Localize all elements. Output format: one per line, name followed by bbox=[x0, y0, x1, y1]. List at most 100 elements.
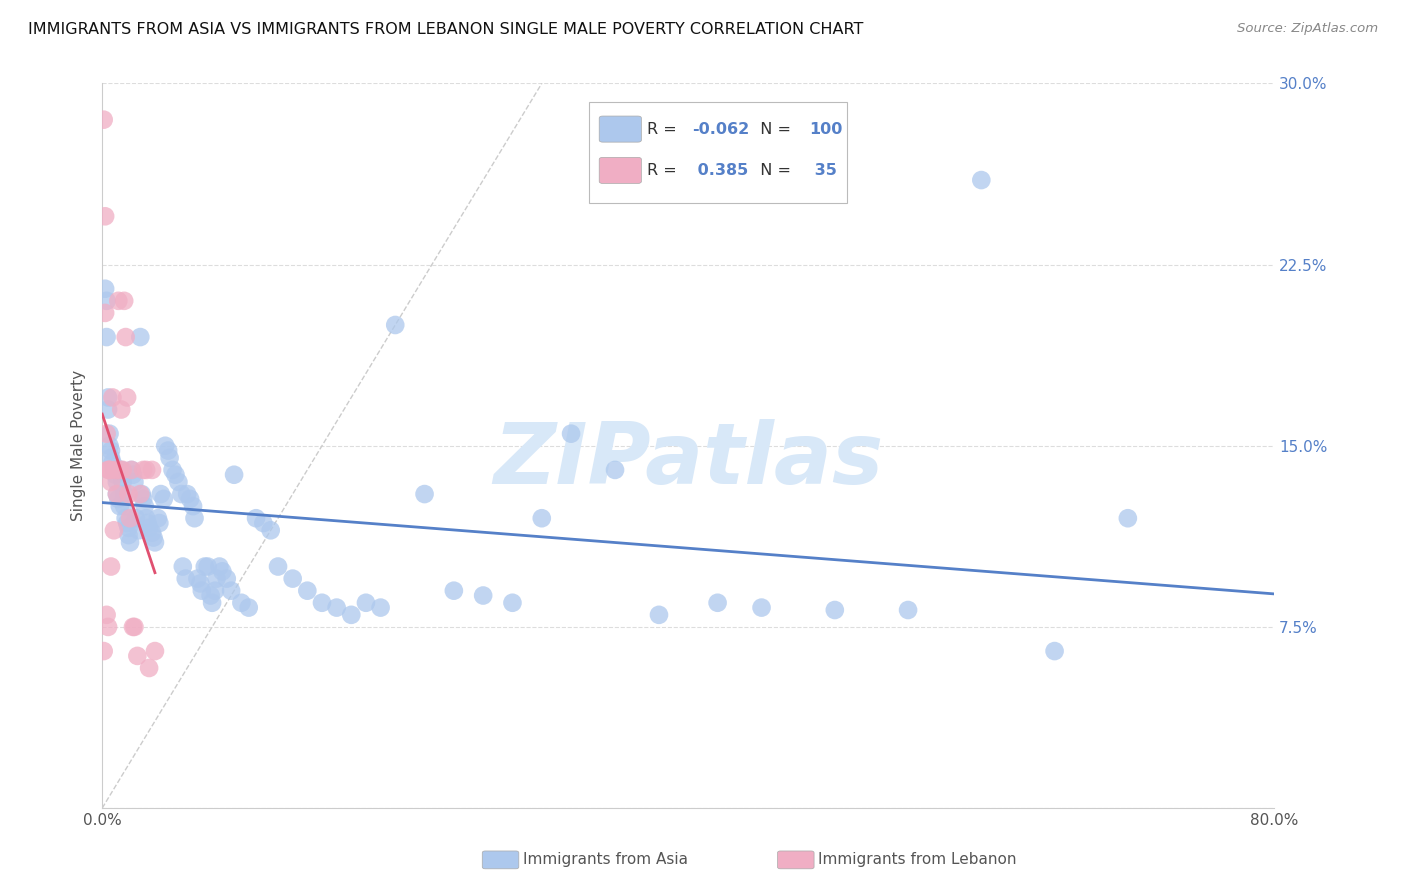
Point bbox=[128, 524, 150, 538]
Point bbox=[105, 487, 128, 501]
Point bbox=[134, 499, 156, 513]
Text: IMMIGRANTS FROM ASIA VS IMMIGRANTS FROM LEBANON SINGLE MALE POVERTY CORRELATION : IMMIGRANTS FROM ASIA VS IMMIGRANTS FROM … bbox=[28, 22, 863, 37]
Point bbox=[105, 487, 128, 501]
Point bbox=[125, 511, 148, 525]
Point bbox=[98, 439, 121, 453]
Point bbox=[105, 475, 128, 489]
Point bbox=[132, 491, 155, 506]
Point bbox=[108, 463, 131, 477]
Point bbox=[824, 603, 846, 617]
Point bbox=[135, 511, 157, 525]
Point bbox=[191, 583, 214, 598]
Point bbox=[370, 600, 392, 615]
Point bbox=[238, 600, 260, 615]
Point bbox=[96, 330, 118, 344]
Point bbox=[219, 583, 242, 598]
Point bbox=[103, 463, 125, 477]
Point bbox=[340, 607, 363, 622]
Point bbox=[108, 499, 131, 513]
Point bbox=[97, 391, 120, 405]
Text: 0.385: 0.385 bbox=[692, 163, 748, 178]
Point bbox=[100, 475, 122, 489]
Point bbox=[101, 391, 124, 405]
Point bbox=[215, 572, 238, 586]
Point bbox=[146, 511, 169, 525]
Point bbox=[96, 293, 118, 308]
Point bbox=[751, 600, 773, 615]
Point bbox=[94, 282, 117, 296]
Point bbox=[110, 463, 132, 477]
Point bbox=[897, 603, 920, 617]
Point bbox=[176, 487, 198, 501]
Point bbox=[112, 487, 135, 501]
Point bbox=[603, 463, 626, 477]
Point bbox=[143, 535, 166, 549]
Point bbox=[93, 644, 115, 658]
Point bbox=[111, 463, 134, 477]
Text: 100: 100 bbox=[808, 121, 842, 136]
Text: Source: ZipAtlas.com: Source: ZipAtlas.com bbox=[1237, 22, 1378, 36]
Point bbox=[117, 528, 139, 542]
Point bbox=[111, 475, 134, 489]
Point bbox=[181, 499, 204, 513]
Point bbox=[170, 487, 193, 501]
Point bbox=[648, 607, 671, 622]
Point bbox=[114, 330, 136, 344]
Point bbox=[208, 559, 231, 574]
Point bbox=[162, 463, 184, 477]
Point bbox=[560, 426, 582, 441]
Text: R =: R = bbox=[647, 121, 682, 136]
Point bbox=[172, 559, 194, 574]
Point bbox=[138, 661, 160, 675]
Point bbox=[443, 583, 465, 598]
Text: 35: 35 bbox=[808, 163, 837, 178]
Point bbox=[222, 467, 245, 482]
Point bbox=[96, 607, 118, 622]
Point bbox=[101, 456, 124, 470]
Point bbox=[118, 511, 141, 525]
Point bbox=[100, 443, 122, 458]
Point bbox=[197, 559, 219, 574]
Point bbox=[413, 487, 436, 501]
Point bbox=[179, 491, 201, 506]
Point bbox=[183, 511, 205, 525]
Point bbox=[706, 596, 728, 610]
Text: ZIPatlas: ZIPatlas bbox=[494, 418, 883, 502]
Point bbox=[112, 499, 135, 513]
Point bbox=[118, 535, 141, 549]
Point bbox=[970, 173, 993, 187]
Point bbox=[530, 511, 553, 525]
Point bbox=[112, 293, 135, 308]
Point bbox=[122, 467, 145, 482]
Point bbox=[204, 583, 226, 598]
FancyBboxPatch shape bbox=[599, 116, 641, 142]
FancyBboxPatch shape bbox=[599, 157, 641, 184]
Point bbox=[103, 524, 125, 538]
Point bbox=[93, 112, 115, 127]
Text: -0.062: -0.062 bbox=[692, 121, 749, 136]
Point bbox=[97, 463, 120, 477]
Point bbox=[325, 600, 347, 615]
Point bbox=[167, 475, 190, 489]
Point bbox=[115, 391, 138, 405]
Text: N =: N = bbox=[751, 163, 797, 178]
Point bbox=[155, 439, 177, 453]
Text: Immigrants from Asia: Immigrants from Asia bbox=[523, 853, 688, 867]
Point bbox=[152, 491, 174, 506]
Point bbox=[165, 467, 187, 482]
Point bbox=[190, 576, 212, 591]
Point bbox=[129, 330, 152, 344]
Point bbox=[117, 521, 139, 535]
Point bbox=[297, 583, 319, 598]
Point bbox=[252, 516, 274, 530]
Point bbox=[94, 306, 117, 320]
Point bbox=[121, 463, 143, 477]
Point bbox=[97, 402, 120, 417]
Point bbox=[141, 463, 163, 477]
Point bbox=[129, 487, 152, 501]
Point bbox=[131, 487, 153, 501]
Point bbox=[96, 426, 118, 441]
Text: Immigrants from Lebanon: Immigrants from Lebanon bbox=[818, 853, 1017, 867]
Point bbox=[148, 516, 170, 530]
Point bbox=[138, 521, 160, 535]
